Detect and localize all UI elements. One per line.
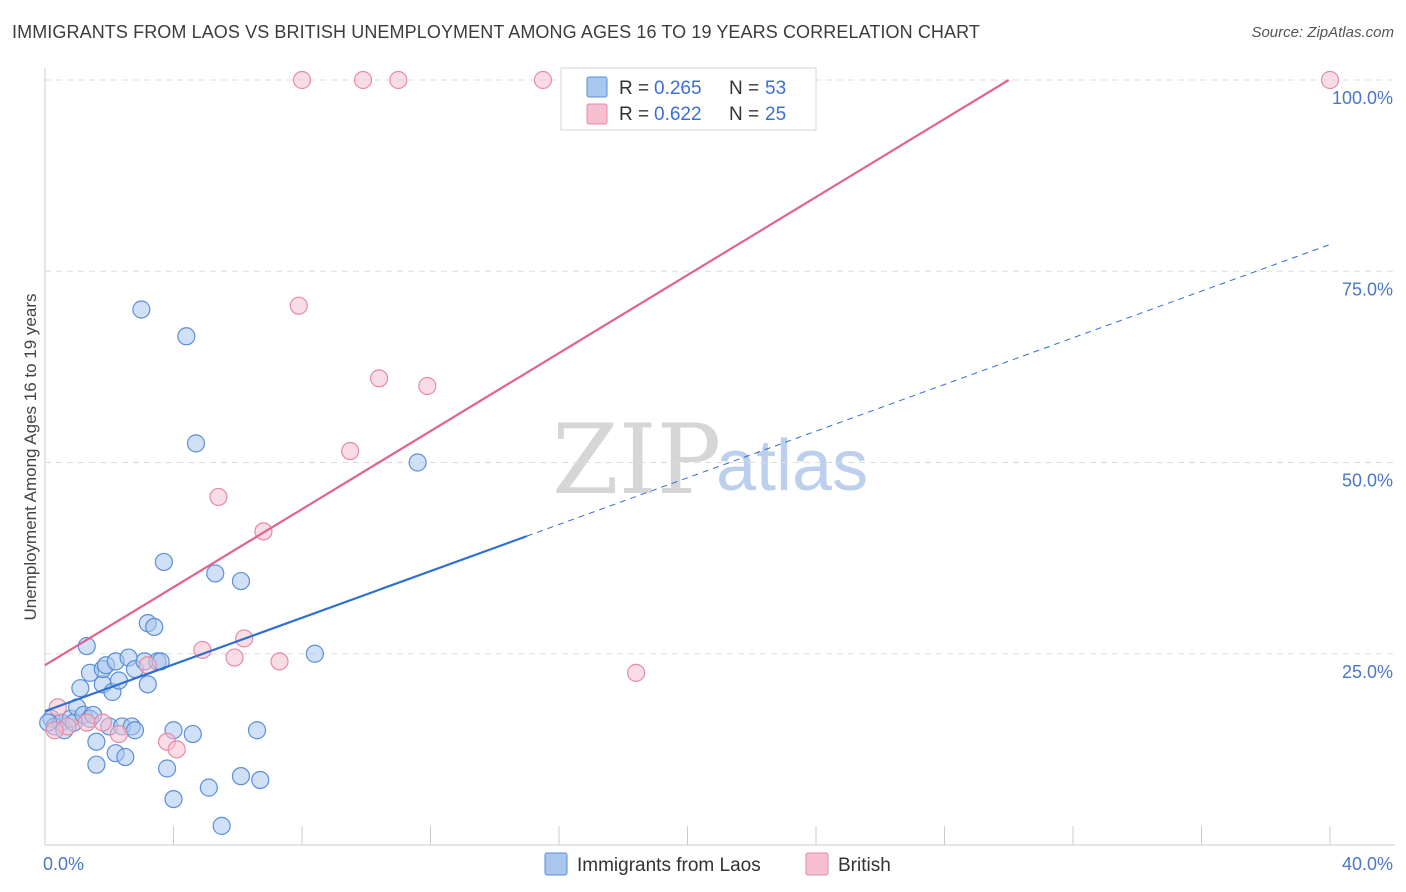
- legend-label-laos: Immigrants from Laos: [577, 855, 761, 876]
- data-point-laos: [186, 434, 206, 453]
- data-point-british: [418, 376, 437, 396]
- legend-r-value: 0.265: [654, 78, 702, 99]
- gridlines: [45, 79, 1395, 655]
- series-british-points: [45, 70, 1340, 759]
- data-point-laos: [157, 759, 177, 778]
- data-point-british: [167, 740, 186, 759]
- trend-line-british: [44, 79, 1010, 667]
- x-tick-label: 0.0%: [43, 854, 84, 874]
- data-point-british: [292, 70, 312, 90]
- data-point-british: [77, 713, 96, 732]
- legend-swatch-blue: [586, 76, 608, 98]
- legend-swatch-british: [805, 852, 829, 876]
- data-point-laos: [138, 675, 157, 694]
- watermark: ZIP atlas: [552, 404, 868, 516]
- correlation-legend: R = 0.265 N = 53 R = 0.622 N = 25: [560, 67, 817, 131]
- data-point-british: [209, 487, 228, 507]
- x-tick-labels: 0.0% 40.0%: [43, 854, 1393, 874]
- data-point-laos: [87, 755, 106, 774]
- y-tick-label: 100.0%: [1332, 88, 1393, 108]
- data-point-laos: [164, 789, 183, 809]
- data-point-laos: [177, 327, 196, 346]
- data-point-laos: [206, 564, 225, 583]
- y-tick-label: 75.0%: [1342, 279, 1393, 299]
- data-point-british: [626, 663, 646, 682]
- data-point-laos: [132, 300, 151, 319]
- data-point-laos: [183, 724, 202, 744]
- legend-n-label: N =: [729, 104, 759, 125]
- data-point-laos: [87, 732, 106, 751]
- data-point-laos: [116, 747, 135, 767]
- legend-r-label: R =: [619, 78, 649, 99]
- watermark-zip: ZIP: [552, 404, 721, 516]
- data-point-laos: [212, 816, 231, 835]
- data-point-laos: [231, 571, 251, 591]
- data-point-british: [109, 724, 128, 744]
- data-point-laos: [154, 552, 173, 572]
- x-tick-label: 40.0%: [1342, 854, 1393, 874]
- data-point-british: [270, 652, 289, 671]
- data-point-laos: [125, 721, 145, 740]
- axes: [44, 68, 1395, 846]
- data-point-british: [1320, 70, 1340, 90]
- data-point-british: [389, 70, 408, 90]
- legend-swatch-pink: [586, 103, 608, 125]
- chart-title: IMMIGRANTS FROM LAOS VS BRITISH UNEMPLOY…: [12, 22, 981, 42]
- series-legend: Immigrants from Laos British: [544, 852, 891, 876]
- series-laos-points: [39, 300, 427, 835]
- legend-r-label: R =: [619, 104, 649, 125]
- data-point-british: [289, 296, 308, 315]
- data-point-laos: [231, 767, 251, 786]
- trend-lines: [44, 79, 1331, 713]
- data-point-british: [45, 721, 64, 740]
- watermark-atlas: atlas: [716, 426, 868, 506]
- y-tick-label: 25.0%: [1342, 662, 1393, 682]
- trend-line-laos-extension: [526, 244, 1331, 537]
- data-point-british: [225, 648, 244, 667]
- data-point-british: [93, 713, 112, 732]
- y-tick-label: 50.0%: [1342, 471, 1393, 491]
- legend-n-value: 25: [765, 104, 786, 125]
- data-point-laos: [71, 679, 90, 698]
- legend-swatch-laos: [544, 852, 568, 876]
- data-point-british: [353, 70, 373, 90]
- trend-line-laos: [44, 535, 528, 713]
- data-point-british: [533, 70, 553, 90]
- data-point-british: [370, 369, 389, 388]
- y-axis-label: Unemployment Among Ages 16 to 19 years: [21, 294, 40, 621]
- data-point-laos: [305, 644, 324, 663]
- data-point-laos: [145, 617, 164, 637]
- legend-label-british: British: [838, 855, 891, 876]
- data-point-laos: [199, 778, 218, 797]
- y-tick-labels: 25.0% 50.0% 75.0% 100.0%: [1332, 88, 1393, 682]
- data-point-laos: [408, 453, 427, 472]
- legend-n-label: N =: [729, 78, 759, 99]
- data-point-laos: [247, 721, 267, 740]
- data-point-british: [341, 441, 360, 461]
- source-credit: Source: ZipAtlas.com: [1251, 24, 1394, 41]
- legend-n-value: 53: [765, 78, 786, 99]
- legend-r-value: 0.622: [654, 104, 702, 125]
- data-point-laos: [251, 770, 270, 790]
